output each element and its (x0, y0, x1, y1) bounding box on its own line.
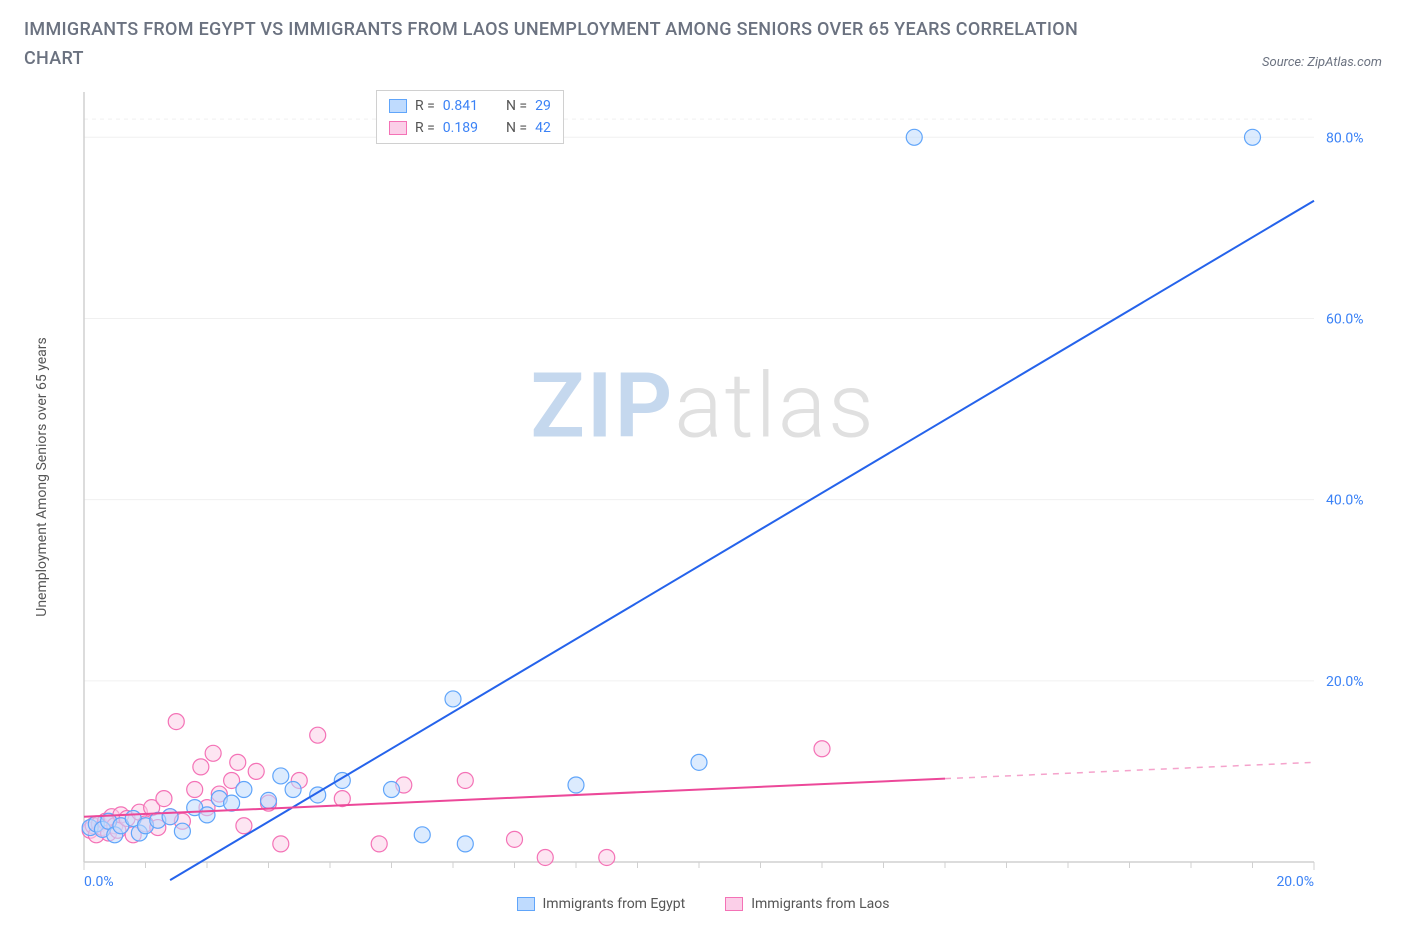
chart-title: IMMIGRANTS FROM EGYPT VS IMMIGRANTS FROM… (24, 16, 1124, 74)
series-swatch (725, 897, 743, 911)
r-value: 0.841 (443, 95, 478, 117)
r-label: R = (415, 117, 435, 139)
series-swatch (389, 99, 407, 113)
svg-text:0.0%: 0.0% (84, 874, 114, 890)
series-name: Immigrants from Laos (751, 896, 889, 912)
series-swatch (517, 897, 535, 911)
svg-text:80.0%: 80.0% (1326, 130, 1364, 146)
n-label: N = (506, 117, 527, 139)
series-name: Immigrants from Egypt (543, 896, 686, 912)
svg-text:40.0%: 40.0% (1326, 492, 1364, 508)
stats-legend-row: R = 0.189 N = 42 (389, 117, 551, 139)
series-legend-item: Immigrants from Egypt (517, 896, 686, 912)
stats-legend: R = 0.841 N = 29 R = 0.189 N = 42 (376, 90, 564, 145)
n-label: N = (506, 95, 527, 117)
series-legend: Immigrants from Egypt Immigrants from Lao… (24, 896, 1382, 912)
r-value: 0.189 (443, 117, 478, 139)
series-legend-item: Immigrants from Laos (725, 896, 889, 912)
r-label: R = (415, 95, 435, 117)
n-value: 42 (535, 117, 551, 139)
correlation-scatter-chart: 0.0% 20.0% 20.0% 40.0% 60.0% 80.0% Unemploymen… (24, 82, 1384, 892)
svg-text:20.0%: 20.0% (1276, 874, 1314, 890)
svg-text:60.0%: 60.0% (1326, 311, 1364, 327)
series-swatch (389, 121, 407, 135)
svg-text:20.0%: 20.0% (1326, 673, 1364, 689)
svg-text:Unemployment Among Seniors ove: Unemployment Among Seniors over 65 years (34, 337, 50, 617)
source-attribution: Source: ZipAtlas.com (1262, 55, 1382, 74)
chart-container: 0.0% 20.0% 20.0% 40.0% 60.0% 80.0% Unemploymen… (24, 82, 1382, 892)
n-value: 29 (535, 95, 551, 117)
stats-legend-row: R = 0.841 N = 29 (389, 95, 551, 117)
